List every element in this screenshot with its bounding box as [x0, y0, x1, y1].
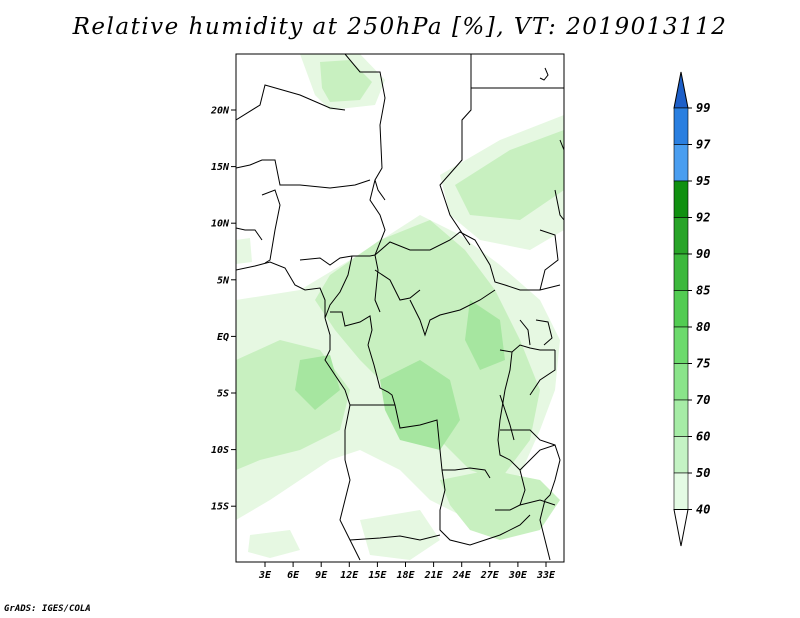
colorbar-label: 60 [696, 430, 710, 444]
lon-tick-label: 18E [396, 570, 415, 581]
lon-tick-label: 30E [508, 570, 528, 581]
lon-tick-label: 3E [258, 570, 272, 581]
latitude-axis: 20N 15N 10N 5N EQ 5S 10S 15S [210, 106, 236, 513]
colorbar-label: 40 [696, 503, 710, 517]
colorbar-segment [673, 363, 689, 401]
lat-tick-label: 5N [217, 275, 230, 286]
humidity-field [236, 54, 564, 560]
lat-tick-label: 20N [210, 106, 230, 117]
colorbar-segment [673, 290, 689, 328]
lon-tick-label: 12E [340, 570, 359, 581]
lat-tick-label: EQ [217, 332, 229, 343]
colorbar-label: 99 [696, 101, 710, 115]
colorbar-label: 90 [696, 247, 710, 261]
colorbar-bottom-arrow [673, 509, 689, 547]
colorbar-label: 50 [696, 466, 710, 480]
colorbar-label: 97 [696, 138, 711, 152]
lat-tick-label: 10N [211, 219, 230, 230]
colorbar-label: 95 [696, 174, 710, 188]
colorbar-label: 80 [696, 320, 710, 334]
colorbar-segment [673, 436, 689, 474]
colorbar-segment [673, 399, 689, 437]
colorbar-label: 70 [696, 393, 710, 407]
colorbar-segment [673, 217, 689, 255]
grads-credit: GrADS: IGES/COLA [4, 604, 91, 614]
lon-tick-label: 15E [368, 570, 387, 581]
lat-tick-label: 15N [211, 162, 230, 173]
colorbar-label: 75 [696, 357, 710, 371]
lat-tick-label: 5S [217, 389, 229, 400]
lon-tick-label: 21E [424, 570, 444, 581]
country-borders [236, 54, 564, 561]
colorbar-top-arrow [673, 71, 689, 109]
lon-tick-label: 33E [536, 570, 556, 581]
lon-tick-label: 24E [452, 570, 472, 581]
colorbar-segment [673, 326, 689, 364]
colorbar-label: 92 [696, 211, 710, 225]
lon-tick-label: 27E [480, 570, 500, 581]
colorbar: 99 97 95 92 90 85 80 75 70 60 50 40 [673, 71, 711, 547]
colorbar-segment [673, 253, 689, 291]
lat-tick-label: 10S [211, 445, 229, 456]
colorbar-segment [673, 107, 689, 145]
lon-tick-label: 6E [287, 570, 300, 581]
lon-tick-label: 9E [315, 570, 328, 581]
map-frame [235, 53, 565, 563]
lat-tick-label: 15S [211, 502, 229, 513]
longitude-axis: 3E 6E 9E 12E 15E 18E 21E 24E 27E 30E 33E [258, 562, 556, 581]
colorbar-segment [673, 180, 689, 218]
colorbar-label: 85 [696, 284, 710, 298]
colorbar-segment [673, 472, 689, 510]
colorbar-segment [673, 144, 689, 182]
map-title: Relative humidity at 250hPa [%], VT: 201… [72, 14, 728, 40]
